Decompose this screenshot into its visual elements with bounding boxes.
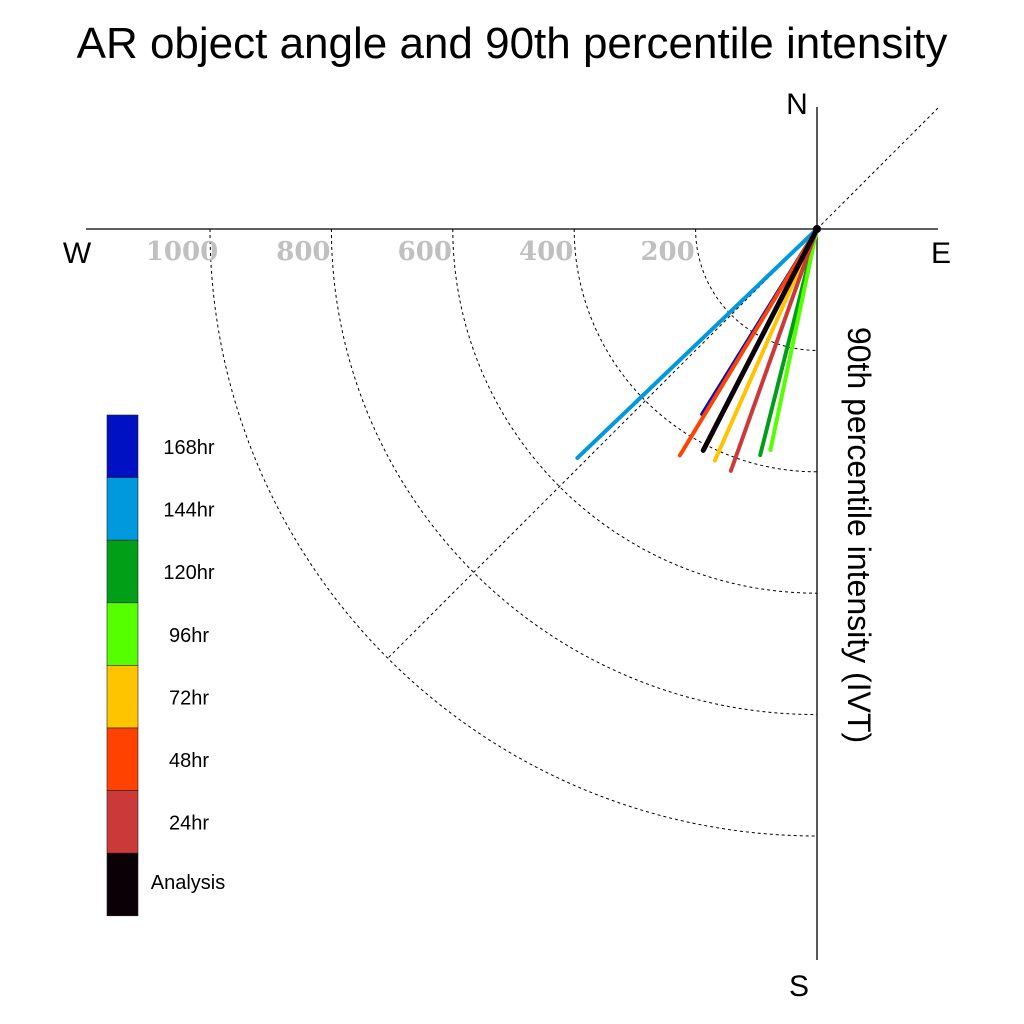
grid-arc-600 xyxy=(452,228,818,594)
legend-swatch-96hr xyxy=(106,602,139,666)
intensity-vectors xyxy=(575,225,821,473)
legend-label-72hr: 72hr xyxy=(169,687,209,709)
radial-tick-label-200: 200 xyxy=(640,237,694,267)
compass-south-label: S xyxy=(789,970,809,1003)
grid-arc-400 xyxy=(573,228,818,473)
legend-label-144hr: 144hr xyxy=(163,500,214,522)
legend-label-96hr: 96hr xyxy=(169,625,209,647)
radial-axis-title: 90th percentile intensity (IVT) xyxy=(841,327,877,743)
polar-grid xyxy=(209,107,939,837)
compass-west-label: W xyxy=(63,237,92,270)
legend-label-48hr: 48hr xyxy=(169,750,209,772)
legend-label-24hr: 24hr xyxy=(169,813,209,835)
compass-east-label: E xyxy=(931,237,951,270)
legend-swatch-168hr xyxy=(106,414,139,478)
radial-tick-label-400: 400 xyxy=(519,237,573,267)
legend-label-analysis: Analysis xyxy=(151,872,225,894)
radial-tick-labels: 200 400 600 800 1000 xyxy=(146,237,695,267)
vector-144hr xyxy=(575,227,819,460)
legend-swatch-144hr xyxy=(106,477,139,541)
radial-tick-label-800: 800 xyxy=(276,237,330,267)
origin-point xyxy=(813,225,821,233)
legend-swatch-120hr xyxy=(106,539,139,604)
diagonal-reference-line xyxy=(387,107,939,659)
grid-arc-1000 xyxy=(209,228,818,837)
radial-tick-label-600: 600 xyxy=(398,237,452,267)
chart-title: AR object angle and 90th percentile inte… xyxy=(77,19,948,68)
grid-arc-800 xyxy=(330,228,818,716)
vector-analysis xyxy=(700,226,820,453)
legend-label-168hr: 168hr xyxy=(163,437,214,459)
vector-24hr xyxy=(728,227,819,473)
vector-96hr xyxy=(768,227,819,452)
legend-swatch-24hr xyxy=(106,790,139,854)
legend-label-120hr: 120hr xyxy=(163,562,214,584)
vector-72hr xyxy=(712,227,819,463)
compass-north-label: N xyxy=(786,88,808,121)
radial-tick-label-1000: 1000 xyxy=(146,237,218,267)
legend-swatch-72hr xyxy=(106,665,139,729)
legend: 168hr 144hr 120hr 96hr 72hr 48hr 24hr Analysis xyxy=(106,414,225,917)
legend-swatch-analysis xyxy=(106,852,139,917)
legend-swatch-48hr xyxy=(106,727,139,791)
vector-48hr xyxy=(677,227,819,458)
